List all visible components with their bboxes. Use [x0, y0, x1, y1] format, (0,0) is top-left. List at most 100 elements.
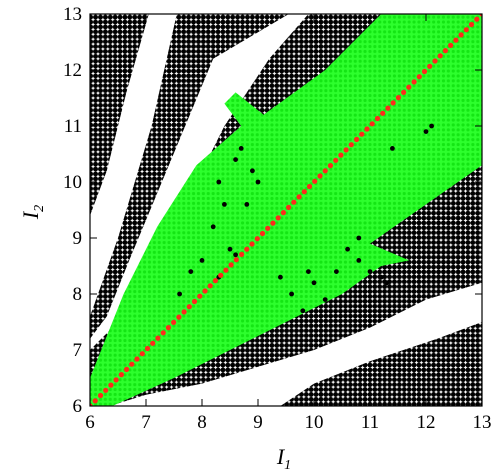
scatter-point	[356, 236, 361, 241]
diagonal-point	[443, 48, 448, 53]
diagonal-point	[229, 262, 234, 267]
diagonal-point	[338, 153, 343, 158]
diagonal-point	[459, 32, 464, 37]
scatter-point	[200, 258, 205, 263]
scatter-point	[300, 308, 305, 313]
diagonal-point	[260, 231, 265, 236]
scatter-point	[289, 292, 294, 297]
diagonal-point	[364, 126, 369, 131]
x-tick-label: 9	[253, 412, 263, 433]
diagonal-point	[218, 273, 223, 278]
y-tick-label: 8	[73, 284, 83, 305]
scatter-point	[188, 269, 193, 274]
diagonal-point	[108, 383, 113, 388]
x-tick-label: 6	[85, 412, 95, 433]
diagonal-point	[187, 304, 192, 309]
diagonal-point	[265, 226, 270, 231]
diagonal-point	[291, 200, 296, 205]
diagonal-point	[208, 283, 213, 288]
scatter-point	[379, 275, 384, 280]
diagonal-point	[396, 95, 401, 100]
diagonal-point	[93, 398, 98, 403]
diagonal-point	[354, 137, 359, 142]
diagonal-point	[166, 325, 171, 330]
diagonal-point	[182, 309, 187, 314]
scatter-point	[323, 297, 328, 302]
scatter-point	[222, 202, 227, 207]
diagonal-point	[98, 393, 103, 398]
y-axis-label-subscript: 2	[32, 205, 47, 212]
plot-area	[87, 11, 484, 408]
diagonal-point	[453, 38, 458, 43]
scatter-point	[278, 275, 283, 280]
diagonal-point	[276, 215, 281, 220]
diagonal-point	[223, 268, 228, 273]
diagonal-point	[422, 69, 427, 74]
diagonal-point	[448, 43, 453, 48]
diagonal-point	[401, 90, 406, 95]
y-tick-label: 9	[73, 228, 83, 249]
diagonal-point	[297, 194, 302, 199]
diagonal-point	[312, 179, 317, 184]
diagonal-point	[244, 247, 249, 252]
diagonal-point	[145, 346, 150, 351]
diagonal-point	[249, 241, 254, 246]
diagonal-point	[176, 315, 181, 320]
diagonal-point	[417, 74, 422, 79]
diagonal-point	[239, 252, 244, 257]
scatter-point	[384, 280, 389, 285]
scatter-point	[345, 247, 350, 252]
scatter-point	[250, 168, 255, 173]
x-tick-label: 7	[141, 412, 151, 433]
diagonal-point	[103, 388, 108, 393]
scatter-point	[334, 269, 339, 274]
diagonal-point	[380, 111, 385, 116]
diagonal-point	[192, 299, 197, 304]
diagonal-point	[323, 168, 328, 173]
diagonal-point	[114, 377, 119, 382]
scatter-point	[306, 269, 311, 274]
diagonal-point	[344, 147, 349, 152]
y-axis-label: I2	[18, 205, 47, 220]
x-axis-label: I1	[276, 444, 291, 472]
diagonal-point	[412, 79, 417, 84]
diagonal-point	[197, 294, 202, 299]
diagonal-point	[333, 158, 338, 163]
diagonal-point	[281, 210, 286, 215]
diagonal-point	[427, 64, 432, 69]
diagonal-point	[213, 278, 218, 283]
y-tick-label: 11	[64, 116, 82, 137]
diagonal-point	[469, 22, 474, 27]
scatter-point	[390, 146, 395, 151]
scatter-point	[424, 129, 429, 134]
diagonal-point	[124, 367, 129, 372]
diagonal-point	[474, 17, 479, 22]
diagonal-point	[359, 132, 364, 137]
diagonal-point	[406, 85, 411, 90]
diagonal-point	[438, 53, 443, 58]
x-tick-label: 11	[361, 412, 379, 433]
scatter-point	[211, 224, 216, 229]
y-tick-label: 12	[63, 60, 82, 81]
diagonal-point	[432, 58, 437, 63]
diagonal-point	[302, 189, 307, 194]
diagonal-point	[317, 173, 322, 178]
scatter-point	[256, 180, 261, 185]
diagonal-point	[171, 320, 176, 325]
diagonal-point	[270, 221, 275, 226]
diagonal-point	[349, 142, 354, 147]
scatter-point	[228, 247, 233, 252]
scatter-point	[429, 124, 434, 129]
diagonal-point	[234, 257, 239, 262]
scatter-point	[368, 269, 373, 274]
y-tick-label: 13	[63, 4, 82, 25]
x-tick-label: 8	[197, 412, 207, 433]
y-tick-label: 7	[73, 340, 83, 361]
diagonal-point	[202, 288, 207, 293]
scatter-point	[356, 258, 361, 263]
x-tick-label: 13	[473, 412, 492, 433]
scatter-point	[177, 292, 182, 297]
x-axis-label-subscript: 1	[284, 458, 291, 472]
diagonal-point	[307, 184, 312, 189]
